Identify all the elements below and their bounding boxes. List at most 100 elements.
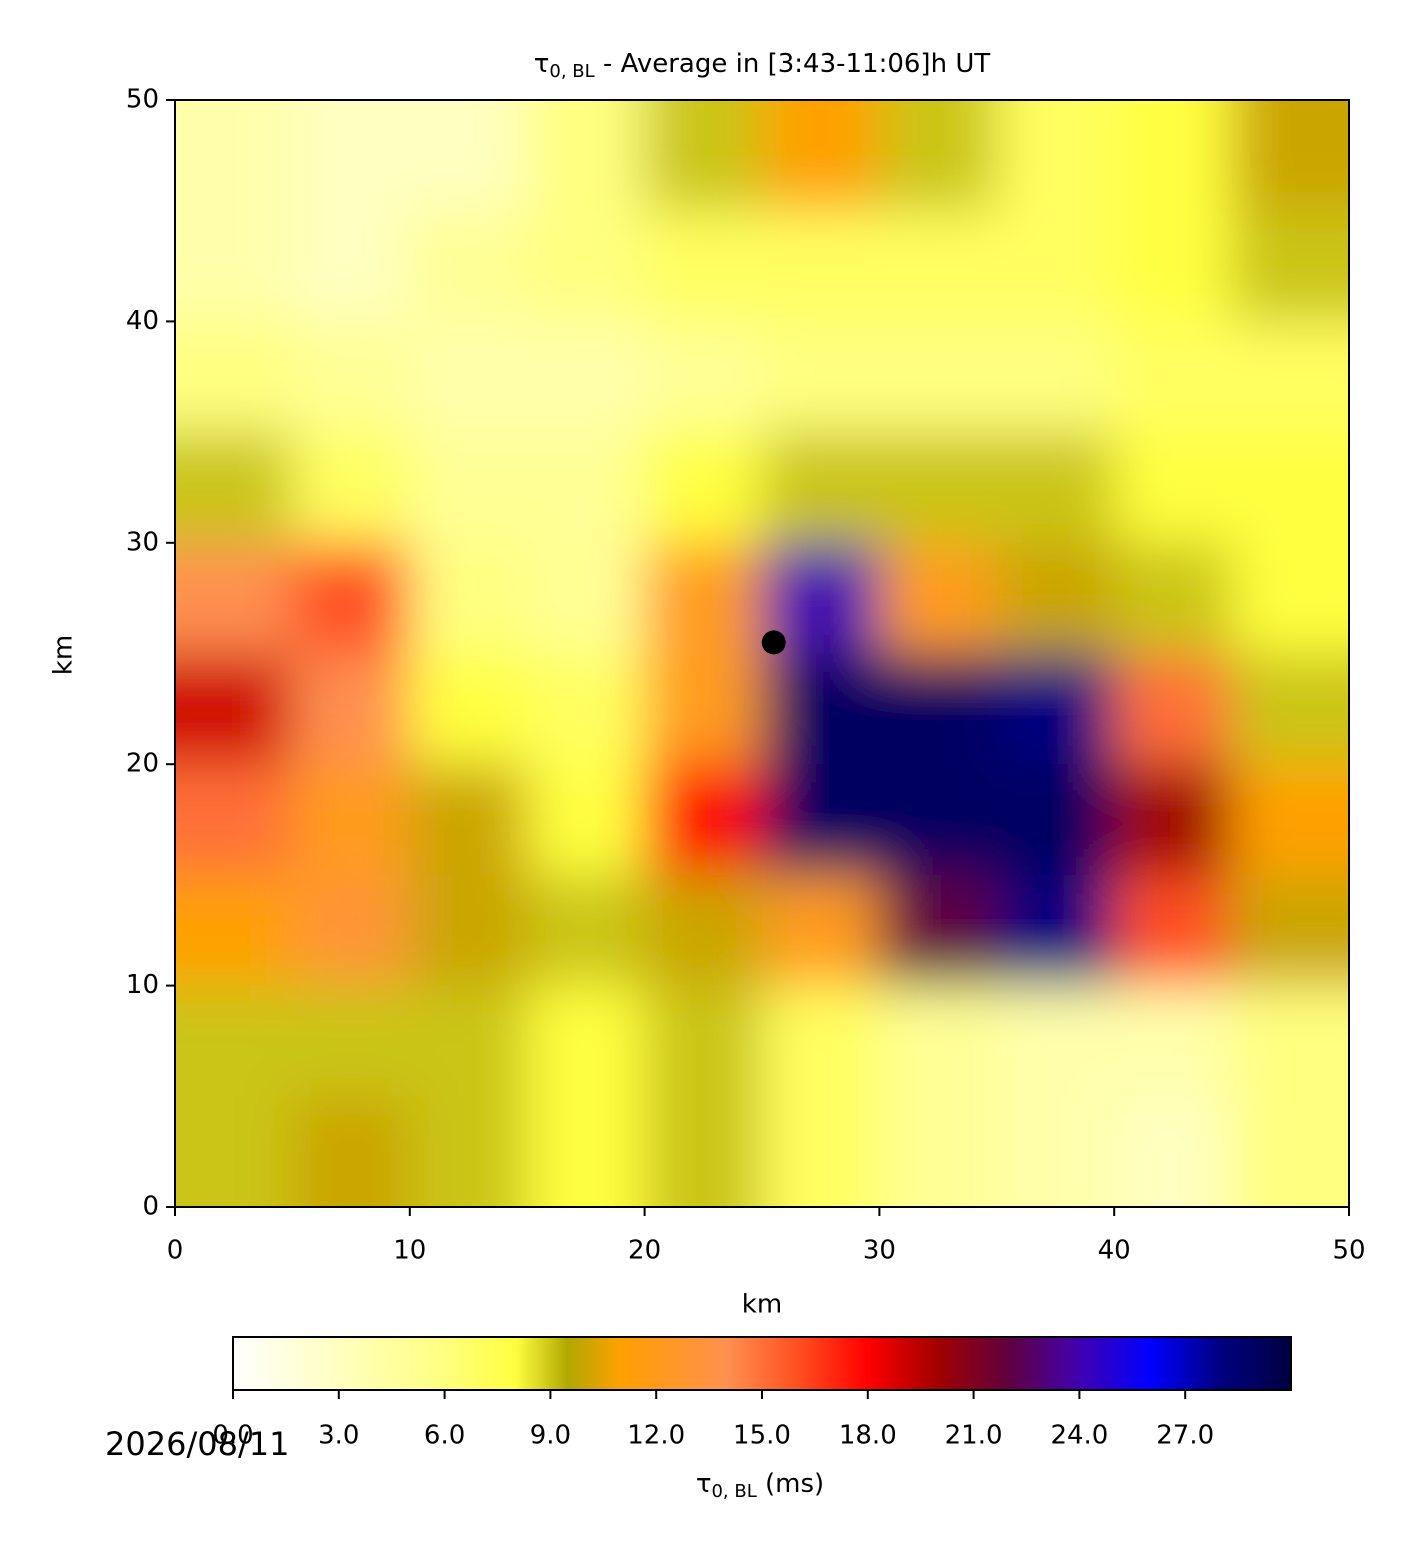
heatmap-cell — [292, 653, 411, 766]
heatmap-cell — [292, 874, 411, 987]
heatmap-cell — [879, 985, 998, 1098]
heatmap-cell — [1114, 432, 1233, 544]
y-tick-label: 20 — [126, 749, 159, 779]
heatmap-cell — [1231, 321, 1349, 434]
heatmap-cell — [175, 321, 294, 434]
colorbar-tick-label: 27.0 — [1156, 1421, 1214, 1451]
heatmap-cell — [1231, 210, 1349, 323]
heatmap-cell — [996, 1096, 1116, 1207]
x-tick-label: 10 — [393, 1236, 426, 1266]
colorbar-tick-label: 3.0 — [318, 1421, 359, 1451]
heatmap-cell — [1231, 542, 1349, 655]
heatmap-cell — [879, 100, 998, 212]
colorbar — [232, 1336, 1292, 1391]
heatmap-cell — [879, 764, 998, 876]
heatmap-cell — [644, 100, 763, 212]
heatmap-cell — [1114, 210, 1233, 323]
heatmap-cell — [762, 874, 881, 987]
x-tick-label: 0 — [167, 1236, 184, 1266]
heatmap-cell — [527, 542, 646, 655]
heatmap-cell — [644, 874, 763, 987]
colorbar-tick-label: 6.0 — [424, 1421, 465, 1451]
heatmap-cell — [175, 985, 294, 1098]
heatmap-cell — [1114, 1096, 1233, 1207]
heatmap-cell — [527, 985, 646, 1098]
heatmap-cell — [409, 1096, 529, 1207]
heatmap-cell — [879, 210, 998, 323]
plot-frame — [174, 99, 1350, 1208]
heatmap-cell — [1114, 542, 1233, 655]
heatmap-cell — [762, 321, 881, 434]
heatmap-cell — [527, 653, 646, 766]
colorbar-tick-label: 18.0 — [839, 1421, 897, 1451]
heatmap-cell — [292, 100, 411, 212]
heatmap-cell — [996, 874, 1116, 987]
date-stamp: 2026/08/11 — [105, 1425, 289, 1463]
heatmap-cell — [644, 653, 763, 766]
heatmap-cell — [1114, 874, 1233, 987]
heatmap-cell — [175, 542, 294, 655]
heatmap-cell — [527, 210, 646, 323]
heatmap-cell — [292, 985, 411, 1098]
heatmap-cell — [996, 321, 1116, 434]
heatmap-cell — [996, 432, 1116, 544]
x-axis-label: km — [742, 1290, 782, 1320]
heatmap-cell — [644, 321, 763, 434]
heatmap-cell — [762, 985, 881, 1098]
heatmap-cell — [409, 100, 529, 212]
heatmap-cell — [292, 321, 411, 434]
marker-point — [761, 630, 786, 655]
heatmap-cell — [527, 432, 646, 544]
heatmap-cell — [1114, 985, 1233, 1098]
heatmap-cell — [292, 432, 411, 544]
heatmap-cell — [175, 210, 294, 323]
heatmap-cell — [292, 542, 411, 655]
heatmap-cell — [1231, 100, 1349, 212]
heatmap-cell — [879, 874, 998, 987]
heatmap-cell — [762, 764, 881, 876]
heatmap-cell — [879, 432, 998, 544]
heatmap-cell — [1231, 985, 1349, 1098]
colorbar-label: τ0, BL (ms) — [696, 1469, 824, 1503]
heatmap-cell — [409, 874, 529, 987]
heatmap-cell — [175, 764, 294, 876]
y-tick-label: 30 — [126, 527, 159, 557]
heatmap-cell — [527, 1096, 646, 1207]
heatmap-cell — [996, 653, 1116, 766]
heatmap-field — [175, 100, 1349, 1207]
heatmap-cell — [644, 210, 763, 323]
heatmap-cell — [409, 764, 529, 876]
colorbar-tick-label: 24.0 — [1050, 1421, 1108, 1451]
heatmap-cell — [175, 653, 294, 766]
colorbar-tick-label: 15.0 — [733, 1421, 791, 1451]
colorbar-tick-label: 21.0 — [945, 1421, 1003, 1451]
heatmap-cell — [762, 100, 881, 212]
heatmap-cell — [879, 1096, 998, 1207]
heatmap-cell — [527, 764, 646, 876]
heatmap-cell — [409, 542, 529, 655]
heatmap-cell — [644, 542, 763, 655]
heatmap-cell — [1231, 764, 1349, 876]
heatmap-cell — [762, 210, 881, 323]
heatmap-cell — [996, 542, 1116, 655]
heatmap-cell — [527, 100, 646, 212]
heatmap-cell — [644, 432, 763, 544]
y-tick-label: 40 — [126, 306, 159, 336]
x-tick-label: 40 — [1098, 1236, 1131, 1266]
colorbar-tick-label: 0.0 — [212, 1421, 253, 1451]
heatmap-cell — [1231, 653, 1349, 766]
heatmap-cell — [292, 764, 411, 876]
heatmap-cell — [409, 653, 529, 766]
heatmap-cell — [409, 432, 529, 544]
heatmap-cell — [644, 1096, 763, 1207]
heatmap-cell — [409, 210, 529, 323]
heatmap-cell — [175, 1096, 294, 1207]
heatmap-cell — [996, 985, 1116, 1098]
y-axis-label: km — [49, 635, 79, 675]
heatmap-cell — [175, 874, 294, 987]
heatmap-cell — [996, 100, 1116, 212]
x-tick-label: 20 — [628, 1236, 661, 1266]
chart-title: τ0, BL - Average in [3:43-11:06]h UT — [534, 49, 991, 83]
x-tick-label: 30 — [863, 1236, 896, 1266]
heatmap-cell — [409, 985, 529, 1098]
